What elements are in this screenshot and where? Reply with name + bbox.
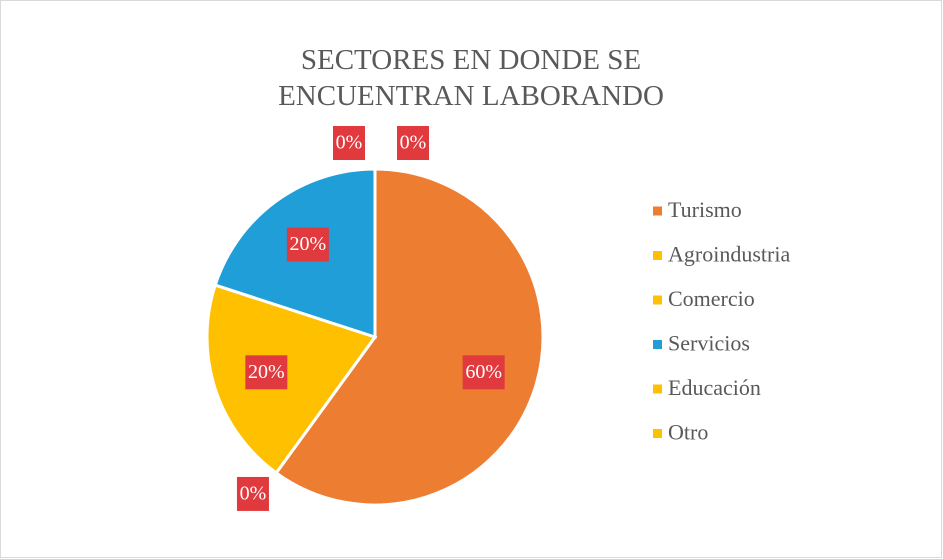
chart-title: SECTORES EN DONDE SE ENCUENTRAN LABORAND… bbox=[278, 44, 664, 112]
data-label: 0% bbox=[400, 132, 427, 154]
legend-label: Educación bbox=[668, 375, 761, 400]
legend-marker bbox=[653, 340, 662, 349]
legend-label: Agroindustria bbox=[668, 242, 790, 267]
data-label-box bbox=[286, 227, 329, 262]
legend-marker bbox=[653, 384, 662, 394]
legend-marker bbox=[653, 251, 662, 260]
data-label-box bbox=[397, 126, 429, 160]
data-label-box bbox=[333, 126, 365, 160]
data-label: 20% bbox=[290, 233, 327, 255]
legend-marker bbox=[653, 429, 662, 438]
legend-label: Servicios bbox=[668, 331, 750, 356]
legend-label: Otro bbox=[668, 420, 708, 445]
data-label-box bbox=[462, 355, 505, 390]
data-label: 0% bbox=[336, 132, 363, 154]
data-label-box bbox=[245, 355, 288, 390]
pie-slice bbox=[274, 167, 545, 507]
legend-label: Comercio bbox=[668, 286, 755, 311]
data-label: 0% bbox=[240, 483, 267, 505]
data-label: 20% bbox=[248, 361, 285, 383]
legend-marker bbox=[653, 295, 662, 305]
pie-slice bbox=[205, 283, 378, 476]
data-label-box bbox=[236, 476, 269, 511]
data-label: 60% bbox=[465, 361, 502, 383]
legend-marker bbox=[653, 206, 662, 216]
legend-label: Turismo bbox=[668, 197, 742, 222]
